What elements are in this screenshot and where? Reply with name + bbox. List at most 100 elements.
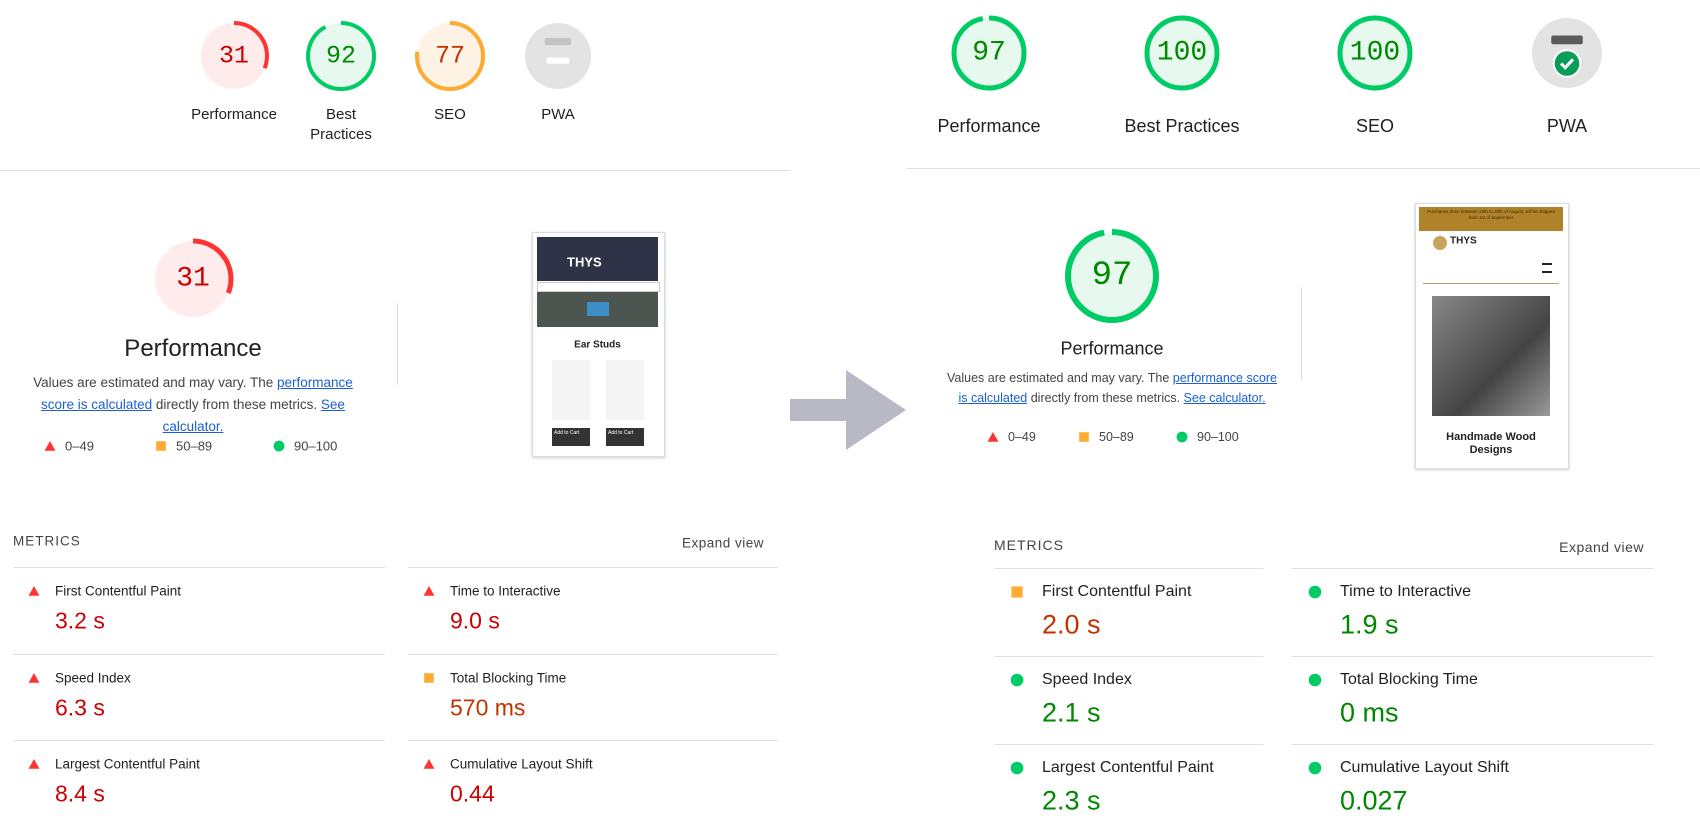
icon-square (424, 673, 434, 683)
legend-label: 0–49 (65, 438, 94, 454)
metric-icon (28, 758, 40, 769)
gauge-label: SEO (1355, 116, 1394, 136)
gauge-score: 100 (1349, 37, 1401, 69)
divider (1301, 287, 1302, 380)
metric-label: Speed Index (55, 670, 131, 686)
description-text: directly from these metrics. (152, 397, 321, 412)
gauge-background (417, 23, 483, 89)
metric-label: Total Blocking Time (1340, 671, 1478, 688)
description-link[interactable]: performance score is calculated (41, 375, 353, 412)
metric-divider (408, 740, 778, 741)
legend-label: 90–100 (1197, 430, 1239, 444)
description-link[interactable]: performance score is calculated (958, 371, 1278, 405)
gauge-arc (415, 21, 485, 91)
metric-label: Largest Contentful Paint (1042, 759, 1214, 776)
description-text: Values are estimated and may vary. The (946, 371, 1173, 385)
metric-label: Total Blocking Time (450, 670, 567, 686)
divider (0, 170, 790, 171)
gauge (152, 238, 234, 320)
gauge-background (525, 23, 591, 89)
description-link[interactable]: See calculator. (1183, 390, 1266, 405)
metric-value: 2.1 s (1042, 697, 1101, 728)
arrow (790, 370, 906, 450)
legend-icon (987, 431, 999, 442)
metric-value: 3.2 s (55, 607, 105, 634)
icon-triangle (28, 585, 40, 596)
metric-icon (1308, 673, 1322, 687)
metric-label: Time to Interactive (1340, 583, 1472, 600)
metric-divider (994, 744, 1263, 745)
thumbnail-product (587, 302, 609, 316)
legend-icon (156, 441, 166, 451)
gauge (1337, 15, 1413, 91)
pwa-logo (1551, 35, 1583, 45)
metric-divider (1292, 656, 1654, 657)
metric-divider (13, 654, 385, 655)
description-link[interactable]: See calculator. (162, 397, 345, 434)
gauge-arc (1144, 15, 1220, 91)
metric-divider (1292, 744, 1654, 745)
gauge (415, 21, 485, 91)
description: Values are estimated and may vary. The p… (945, 369, 1280, 408)
thumbnail-brand: THYS (1450, 235, 1477, 247)
icon-triangle (423, 585, 435, 596)
gauge (951, 15, 1027, 91)
gauge-background (1340, 18, 1410, 88)
icon-triangle (28, 758, 40, 769)
gauge-label: Performance (937, 116, 1041, 136)
divider (906, 168, 1700, 169)
gauge-background (201, 23, 267, 89)
metric-value: 570 ms (450, 694, 526, 721)
gauge-arc (951, 15, 1027, 91)
metric-icon (423, 758, 435, 769)
gauge-arc (1337, 15, 1413, 91)
metric-icon (424, 673, 434, 683)
icon-square (156, 441, 166, 451)
gauge-score: 77 (434, 41, 466, 71)
gauge-label: Performance (191, 106, 277, 123)
gauge (1144, 15, 1220, 91)
metric-value: 2.0 s (1042, 609, 1101, 640)
gauge-label: PWA (541, 106, 575, 123)
icon-square (1079, 432, 1089, 442)
metric-divider (13, 740, 385, 741)
thumbnail-banner: Purchases done between 25th to 30th of A… (1419, 207, 1563, 231)
legend-icon (273, 440, 285, 452)
legend-label: 50–89 (176, 438, 213, 454)
legend-label: 0–49 (1008, 430, 1036, 444)
icon-triangle (987, 431, 999, 442)
metric-icon (1011, 586, 1023, 598)
metric-divider (994, 656, 1263, 657)
icon-square (1011, 586, 1023, 598)
metric-divider (408, 654, 778, 655)
metric-value: 8.4 s (55, 780, 105, 807)
legend-label: 50–89 (1099, 430, 1134, 444)
pwa-dash (546, 57, 570, 64)
gauge (199, 21, 269, 91)
gauge-score: 31 (218, 41, 250, 71)
metric-label: Cumulative Layout Shift (450, 756, 593, 772)
metric-divider (408, 567, 778, 568)
icon-triangle (44, 440, 56, 451)
expand-view[interactable]: Expand view (1559, 539, 1644, 555)
expand-view[interactable]: Expand view (681, 535, 764, 551)
metric-label: First Contentful Paint (1042, 583, 1192, 600)
pwa-logo (544, 37, 572, 46)
gauge-background (308, 23, 374, 89)
metric-value: 2.3 s (1042, 785, 1101, 816)
gauge-background (954, 18, 1024, 88)
gauge-score: 92 (325, 41, 357, 71)
divider (397, 303, 398, 385)
metric-divider (994, 568, 1263, 569)
description-text: directly from these metrics. (1027, 390, 1184, 405)
thumbnail-card (606, 360, 644, 420)
metrics-header: METRICS (13, 533, 81, 549)
metric-icon (28, 672, 40, 683)
description-text: Values are estimated and may vary. The (33, 375, 278, 390)
thumbnail-search (537, 282, 660, 292)
metric-label: First Contentful Paint (55, 583, 182, 599)
metric-icon (1308, 585, 1322, 599)
metric-divider (13, 567, 385, 568)
metric-icon (423, 585, 435, 596)
